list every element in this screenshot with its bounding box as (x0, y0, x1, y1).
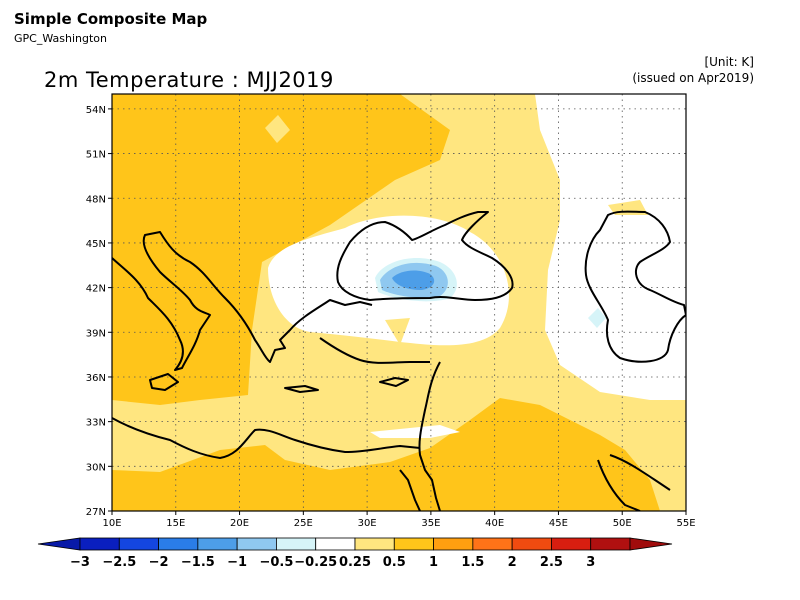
coast-caspian-sea (584, 210, 686, 363)
lat-tick-label: 54N (86, 105, 106, 116)
unit-label: [Unit: K] (704, 55, 754, 69)
lon-tick-label: 45E (549, 518, 568, 529)
lon-tick-label: 30E (358, 518, 377, 529)
colorbar-label: −0.5 (259, 555, 293, 570)
lat-tick-label: 48N (86, 194, 106, 205)
coast-levant-red-sea (418, 361, 441, 511)
colorbar-label: −1.5 (181, 555, 215, 570)
coast-italy-balkans (112, 231, 373, 371)
graticule (112, 94, 686, 511)
colorbar-label: −2.5 (102, 555, 136, 570)
temperature-field (112, 94, 686, 511)
coast-black-sea (336, 211, 514, 301)
app-subtitle: GPC_Washington (14, 32, 107, 45)
field-neutral-east (535, 94, 686, 400)
colorbar-segment (354, 537, 395, 551)
colorbar-segment (158, 537, 199, 551)
colorbar-label: −0.25 (294, 555, 337, 570)
colorbar-label: 1 (429, 555, 438, 570)
colorbar-label: −2 (149, 555, 169, 570)
colorbar-segment (590, 537, 631, 551)
lat-tick-label: 30N (86, 462, 106, 473)
colorbar-segment (236, 537, 277, 551)
colorbar-label: −3 (70, 555, 90, 570)
lon-tick-label: 55E (676, 518, 695, 529)
coast-persian-gulf (597, 459, 641, 511)
colorbar-segment (472, 537, 513, 551)
lat-tick-label: 45N (86, 239, 106, 250)
colorbar-segment (551, 537, 592, 551)
lon-tick-label: 50E (613, 518, 632, 529)
colorbar-label: 0.25 (339, 555, 371, 570)
field-cool-inner (392, 270, 435, 290)
colorbar-max-arrow (629, 537, 673, 551)
lat-tick-label: 27N (86, 507, 106, 518)
coast-cyprus (379, 377, 409, 387)
colorbar-segment (315, 537, 356, 551)
field-south-warm (112, 398, 660, 511)
lon-tick-label: 40E (485, 518, 504, 529)
lat-tick-label: 39N (86, 328, 106, 339)
colorbar-min-arrow (37, 537, 81, 551)
colorbar-segment (197, 537, 238, 551)
colorbar: −3 −2.5 −2 −1.5 −1 −0.5 −0.25 0.25 0.5 1 1.5 2 2.5 3 (37, 537, 673, 570)
lon-tick-label: 15E (166, 518, 185, 529)
colorbar-label: 3 (586, 555, 595, 570)
field-west-warm (112, 94, 450, 405)
colorbar-label: 2 (508, 555, 517, 570)
coastlines (112, 210, 686, 511)
colorbar-segment (276, 537, 317, 551)
colorbar-label: −1 (227, 555, 247, 570)
app-title: Simple Composite Map (14, 10, 208, 28)
lon-tick-label: 25E (294, 518, 313, 529)
field-patch-north (265, 115, 290, 143)
lat-tick-label: 51N (86, 150, 106, 161)
colorbar-segment (79, 537, 120, 551)
field-neutral-south (370, 425, 460, 438)
map-title: 2m Temperature : MJJ2019 (44, 68, 334, 92)
coast-sicily (149, 373, 179, 391)
lon-tick-label: 20E (230, 518, 249, 529)
lat-tick-label: 33N (86, 418, 106, 429)
latitude-axis: 27N 30N 33N 36N 39N 42N 45N 48N 51N 54N (86, 105, 112, 518)
coast-crete (284, 385, 319, 393)
coast-persian-gulf-east (609, 454, 671, 491)
field-patch-lower (385, 318, 410, 345)
colorbar-label: 2.5 (540, 555, 563, 570)
coast-anatomy-south (319, 337, 430, 364)
colorbar-label: 0.5 (383, 555, 406, 570)
coast-sinai (399, 469, 421, 511)
colorbar-segment (118, 537, 159, 551)
lon-tick-label: 10E (102, 518, 121, 529)
coast-north-africa (112, 417, 421, 459)
longitude-axis: 10E 15E 20E 25E 30E 35E 40E 45E 50E 55E (102, 511, 696, 529)
colorbar-label: 1.5 (461, 555, 484, 570)
field-patch-cyan (588, 308, 606, 328)
unit-info: [Unit: K] (issued on Apr2019) (632, 54, 754, 86)
issued-label: (issued on Apr2019) (632, 71, 754, 85)
colorbar-segment (511, 537, 552, 551)
lon-tick-label: 35E (421, 518, 440, 529)
colorbar-segment (393, 537, 434, 551)
lat-tick-label: 42N (86, 284, 106, 295)
colorbar-segment (433, 537, 474, 551)
map-frame (111, 93, 687, 512)
lat-tick-label: 36N (86, 373, 106, 384)
